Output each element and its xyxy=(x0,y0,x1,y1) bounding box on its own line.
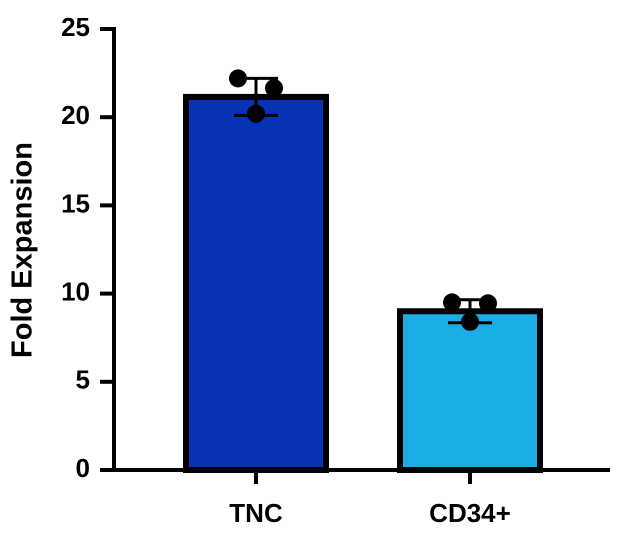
data-point xyxy=(479,294,497,313)
y-tick-label: 0 xyxy=(76,453,90,483)
y-axis-label: Fold Expansion xyxy=(7,142,39,358)
y-tick-label: 25 xyxy=(61,12,90,42)
data-point xyxy=(247,104,265,123)
data-point xyxy=(229,69,247,88)
data-point xyxy=(461,312,479,331)
y-tick-label: 20 xyxy=(61,100,90,130)
x-tick-label: TNC xyxy=(229,498,283,528)
data-point xyxy=(265,79,283,98)
bar xyxy=(183,93,329,473)
y-tick-label: 5 xyxy=(76,365,90,395)
y-tick-label: 15 xyxy=(61,188,90,218)
x-tick-label: CD34+ xyxy=(429,498,511,528)
y-tick-label: 10 xyxy=(61,276,90,306)
data-point xyxy=(443,293,461,312)
bar xyxy=(397,308,543,473)
